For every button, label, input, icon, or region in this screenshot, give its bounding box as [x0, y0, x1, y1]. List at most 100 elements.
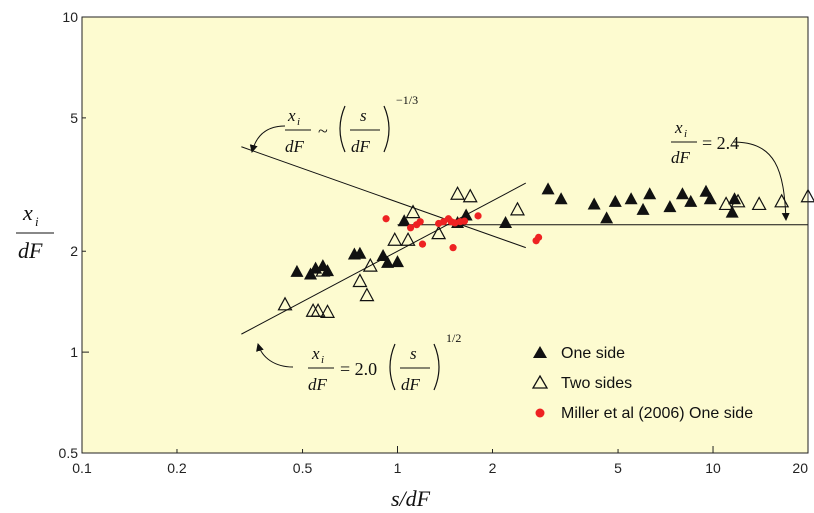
two-sides-point [362, 257, 378, 272]
annotation-upper-inner-denominator: dF [351, 137, 371, 156]
x-tick-label: 5 [614, 460, 622, 476]
y-axis-label-numerator: x [22, 200, 33, 225]
two-sides-point [431, 225, 447, 240]
one-side-point [376, 248, 390, 261]
annotation-lower-operator: = 2.0 [340, 359, 377, 379]
annotation-lower-left-paren [389, 343, 396, 391]
x-axis-label: s/dF [391, 486, 431, 511]
annotation-lower-inner-denominator: dF [401, 375, 421, 394]
fit-line [241, 146, 526, 249]
legend-one-side-label: One side [561, 345, 625, 362]
two-sides-point [509, 201, 525, 216]
y-tick-label: 0.5 [59, 445, 79, 461]
legend-two-sides-marker [531, 374, 549, 389]
annotation-upper-denominator: dF [285, 137, 305, 156]
legend-one-side-marker [533, 346, 547, 358]
annotation-upper-subscript: i [297, 116, 300, 128]
one-side-point [703, 192, 717, 205]
annotation-right-arrow [732, 141, 790, 221]
annotation-right-numerator: x [674, 118, 683, 137]
one-side-point [397, 214, 411, 227]
two-sides-point [405, 204, 421, 219]
one-side-point [600, 211, 614, 224]
one-side-point [554, 192, 568, 205]
one-side-point [321, 264, 335, 277]
one-side-point [663, 200, 677, 213]
two-sides-point [277, 296, 293, 311]
annotation-right-subscript: i [684, 128, 687, 140]
y-tick-label: 5 [70, 110, 78, 126]
one-side-point [725, 205, 739, 218]
x-tick-label: 2 [489, 460, 497, 476]
annotation-lower-exponent: 1/2 [446, 331, 461, 345]
one-side-point [391, 255, 405, 268]
annotation-right: x i dF = 2.4 [671, 118, 739, 167]
annotation-upper-numerator: x [287, 106, 296, 125]
y-axis-label-subscript: i [35, 214, 39, 229]
miller-one-side-point [460, 217, 469, 225]
y-axis-label: x i dF [16, 200, 54, 263]
data-points [277, 182, 814, 318]
two-sides-point [310, 303, 326, 317]
one-side-point [624, 192, 638, 205]
annotation-right-rhs: = 2.4 [702, 133, 739, 153]
plot-frame [81, 16, 809, 454]
two-sides-point [352, 273, 368, 288]
one-side-point [675, 187, 689, 200]
two-sides-point [400, 232, 416, 246]
annotation-lower-denominator: dF [308, 375, 328, 394]
miller-one-side-point [534, 233, 543, 241]
annotation-lower-numerator: x [311, 344, 320, 363]
x-tick-label: 10 [705, 460, 721, 476]
one-side-point [699, 184, 713, 197]
one-side-point [587, 197, 601, 210]
annotation-lower: x i dF = 2.0 s dF 1/2 [308, 331, 461, 394]
two-sides-point [320, 304, 336, 318]
miller-one-side-point [416, 218, 424, 226]
two-sides-point [315, 262, 331, 277]
annotation-upper-operator: ~ [318, 121, 328, 141]
plot-background [82, 17, 808, 453]
two-sides-point [387, 232, 403, 246]
miller-one-side-point [418, 240, 427, 248]
annotation-lower-inner-numerator: s [410, 344, 417, 363]
x-tick-label: 0.5 [293, 460, 313, 476]
annotation-upper: x i dF ~ s dF −1/3 [285, 93, 418, 156]
two-sides-point [751, 196, 767, 211]
annotation-lower-arrow [256, 343, 294, 368]
x-tick-label: 0.2 [167, 460, 187, 476]
two-sides-point [359, 287, 375, 302]
one-side-point [459, 208, 473, 221]
y-axis-label-denominator: dF [18, 238, 43, 263]
miller-one-side-point [382, 215, 390, 223]
y-tick-label: 1 [70, 344, 78, 360]
annotation-upper-right-paren [383, 105, 390, 153]
miller-one-side-point [449, 244, 457, 252]
two-sides-point [730, 193, 746, 208]
one-side-point [499, 216, 513, 229]
one-side-point [643, 187, 657, 200]
axis-ticks: 0.1 0.2 0.5 1 2 5 10 20 0.5 1 2 5 10 [59, 9, 809, 476]
annotation-lower-right-paren [433, 343, 440, 391]
one-side-point [608, 194, 622, 207]
legend-miller-marker [535, 408, 545, 418]
legend: One side Two sides Miller et al (2006) O… [531, 345, 753, 422]
one-side-point [290, 264, 304, 277]
x-tick-label: 20 [792, 460, 808, 476]
y-tick-label: 2 [70, 243, 78, 259]
annotation-right-denominator: dF [671, 148, 691, 167]
two-sides-point [450, 185, 466, 200]
one-side-point [684, 194, 698, 207]
annotation-upper-exponent: −1/3 [396, 93, 418, 107]
legend-miller-label: Miller et al (2006) One side [561, 405, 753, 422]
one-side-point [636, 202, 650, 215]
miller-one-side-point [474, 212, 482, 220]
two-sides-point [718, 196, 734, 211]
one-side-point [541, 182, 555, 195]
one-side-point [381, 255, 395, 268]
one-side-point [353, 246, 367, 259]
legend-two-sides-label: Two sides [561, 375, 632, 392]
y-tick-label: 10 [62, 9, 78, 25]
annotation-upper-arrow [249, 125, 286, 153]
